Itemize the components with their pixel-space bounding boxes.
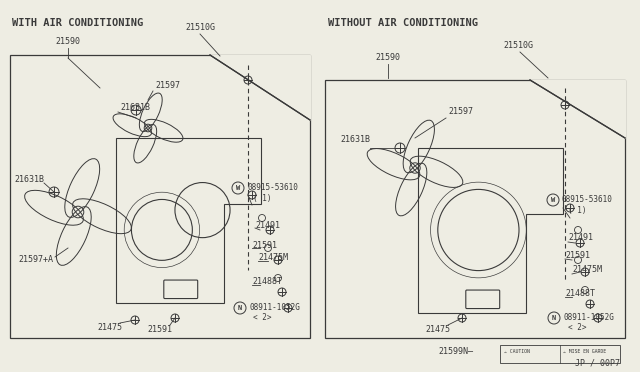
Text: ( 1): ( 1) xyxy=(568,205,586,215)
Polygon shape xyxy=(210,55,310,120)
Text: W: W xyxy=(551,197,555,203)
Text: 21631B: 21631B xyxy=(14,176,44,185)
Text: JP / 00P7: JP / 00P7 xyxy=(575,359,620,368)
Text: WITH AIR CONDITIONING: WITH AIR CONDITIONING xyxy=(12,18,143,28)
Text: 21510G: 21510G xyxy=(503,41,533,49)
Text: 21590: 21590 xyxy=(376,54,401,62)
Text: 21631B: 21631B xyxy=(120,103,150,112)
Text: 21591: 21591 xyxy=(565,251,590,260)
Text: WITHOUT AIR CONDITIONING: WITHOUT AIR CONDITIONING xyxy=(328,18,478,28)
Text: 21597+A: 21597+A xyxy=(18,256,53,264)
Text: 21491: 21491 xyxy=(568,234,593,243)
Text: 21631B: 21631B xyxy=(340,135,370,144)
Text: N: N xyxy=(552,315,556,321)
Text: 21591: 21591 xyxy=(147,326,173,334)
Text: N: N xyxy=(238,305,242,311)
Text: 21475: 21475 xyxy=(426,326,451,334)
Text: ( 1): ( 1) xyxy=(253,193,271,202)
Text: 21475M: 21475M xyxy=(258,253,288,263)
Text: 21475: 21475 xyxy=(97,324,122,333)
Text: 08911-1052G: 08911-1052G xyxy=(563,314,614,323)
Text: < 2>: < 2> xyxy=(568,324,586,333)
Text: 21488T: 21488T xyxy=(252,278,282,286)
Polygon shape xyxy=(530,80,625,138)
Text: ⚠ CAUTION: ⚠ CAUTION xyxy=(504,349,530,354)
Text: 08915-53610: 08915-53610 xyxy=(562,196,613,205)
Text: 21510G: 21510G xyxy=(185,23,215,32)
Text: 21475M: 21475M xyxy=(572,266,602,275)
Text: W: W xyxy=(236,185,240,191)
Text: 21599N—: 21599N— xyxy=(438,347,473,356)
Text: 21591: 21591 xyxy=(252,241,277,250)
Text: < 2>: < 2> xyxy=(253,314,271,323)
Text: 21488T: 21488T xyxy=(565,289,595,298)
Text: 21491: 21491 xyxy=(255,221,280,230)
Text: ⚠ MISE EN GARDE: ⚠ MISE EN GARDE xyxy=(563,349,606,354)
Text: 21597: 21597 xyxy=(155,80,180,90)
Text: 21597: 21597 xyxy=(448,108,473,116)
Text: 08911-1052G: 08911-1052G xyxy=(249,304,300,312)
Text: 21590: 21590 xyxy=(56,38,81,46)
Text: 08915-53610: 08915-53610 xyxy=(247,183,298,192)
